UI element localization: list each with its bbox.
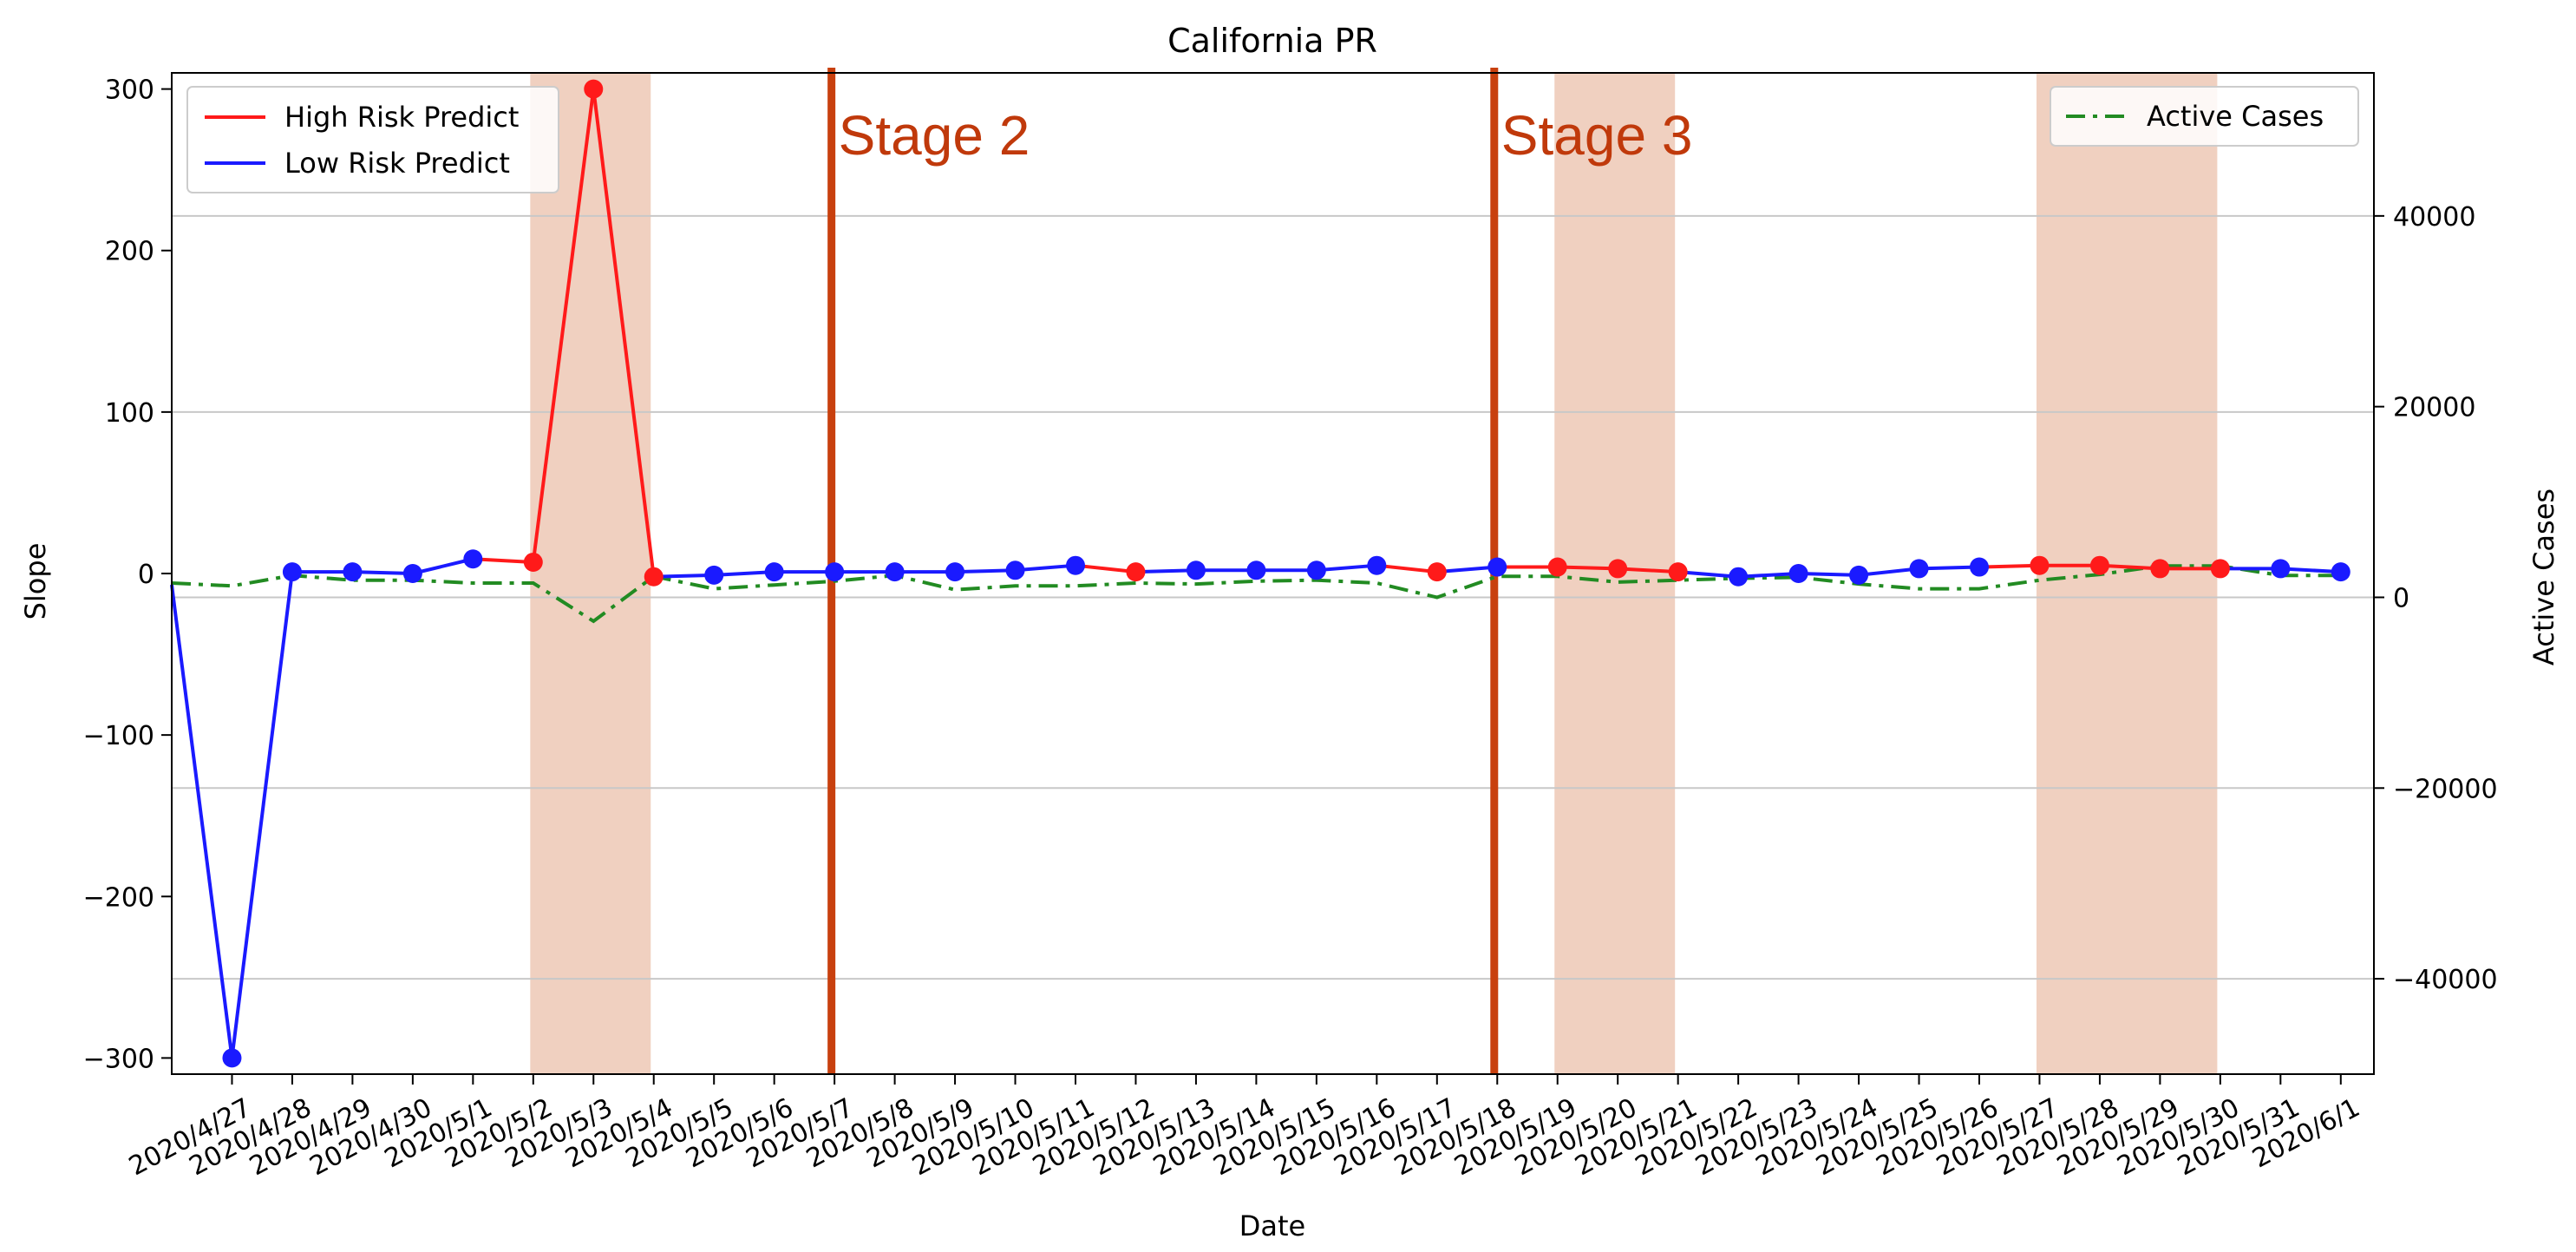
slope-segment [653, 573, 715, 579]
slope-segment [592, 88, 656, 577]
y-tick-label: −300 [83, 1044, 154, 1074]
slope-series [170, 79, 2350, 1068]
slope-point-2020/5/13 [1186, 560, 1206, 580]
slope-point-2020/5/12 [1126, 562, 1146, 582]
slope-segment [531, 88, 596, 563]
slope-point-2020/5/7 [825, 562, 845, 582]
slope-point-2020/5/8 [885, 562, 905, 582]
y-tick-label: −200 [83, 882, 154, 913]
slope-point-2020/5/14 [1246, 560, 1266, 580]
slope-point-2020/4/30 [402, 564, 422, 583]
slope-point-2020/5/29 [2150, 559, 2170, 579]
legend-label: High Risk Predict [284, 101, 519, 134]
slope-point-2020/5/27 [2030, 555, 2050, 575]
y2-tick-label: −20000 [2393, 774, 2498, 804]
slope-point-2020/5/9 [945, 562, 965, 582]
slope-point-2020/5/10 [1005, 560, 1025, 580]
slope-point-2020/6/1 [2331, 562, 2350, 582]
slope-point-2020/5/22 [1729, 567, 1749, 587]
x-axis-label: Date [1239, 1209, 1305, 1242]
slope-segment [714, 570, 775, 577]
y-tick-label: 300 [105, 75, 154, 106]
legends: High Risk Predict Low Risk Predict Active … [186, 86, 2359, 193]
y-axis-label: Slope [19, 543, 52, 620]
slope-segment [2280, 567, 2341, 574]
slope-segment [1135, 568, 1196, 574]
slope-segment [1075, 563, 1136, 574]
y2-tick-label: 20000 [2393, 393, 2475, 423]
slope-segment [2099, 563, 2161, 571]
slope-point-2020/5/2 [523, 552, 543, 572]
slope-segment [1618, 567, 1678, 574]
slope-point-2020/5/15 [1306, 560, 1326, 580]
slope-segment [1015, 563, 1076, 573]
slope-point-2020/5/3 [584, 79, 604, 99]
stage-label-3: Stage 3 [1501, 104, 1693, 167]
slope-segment [955, 568, 1016, 574]
slope-point-2020/5/16 [1367, 555, 1387, 575]
stage-label-2: Stage 2 [839, 104, 1030, 167]
slope-segment [352, 570, 413, 575]
legend-right-box [2050, 86, 2359, 147]
slope-point-2020/5/26 [1969, 557, 1989, 577]
slope-point-2020/5/4 [644, 567, 664, 587]
y-tick-label: 100 [105, 398, 154, 429]
legend-left-box [186, 86, 559, 193]
y2-tick-label: −40000 [2393, 965, 2498, 995]
slope-point-2020/5/19 [1547, 557, 1567, 577]
slope-segment [1677, 570, 1739, 579]
legend-label: Low Risk Predict [284, 147, 510, 180]
chart-title: California PR [1167, 22, 1377, 60]
y2-tick-label: 40000 [2393, 202, 2475, 233]
shaded-range-1 [530, 73, 651, 1074]
slope-point-2020/5/1 [463, 549, 483, 569]
stage-lines: Stage 2 Stage 3 [827, 68, 1693, 1074]
slope-segment [1376, 563, 1438, 574]
slope-point-2020/5/6 [764, 562, 784, 582]
slope-point-2020/5/30 [2210, 559, 2230, 579]
slope-point-2020/5/23 [1788, 564, 1808, 583]
slope-point-2020/4/27 [222, 1048, 242, 1068]
slope-point-2020/4/29 [343, 562, 363, 582]
active-cases-line [171, 564, 2341, 624]
slope-point-2020/5/20 [1608, 559, 1628, 579]
y2-axis-label: Active Cases [2527, 488, 2560, 665]
y-tick-label: −100 [83, 721, 154, 751]
slope-segment [1858, 567, 1919, 577]
slope-segment [1316, 563, 1377, 573]
slope-segment [1738, 572, 1799, 579]
slope-point-2020/5/21 [1668, 562, 1688, 582]
y-tick-label: 200 [105, 237, 154, 267]
gridlines [172, 214, 2374, 980]
shaded-range-3 [2036, 73, 2218, 1074]
slope-point-2020/5/11 [1065, 555, 1085, 575]
slope-segment [1557, 565, 1618, 571]
y2-tick-label: 0 [2393, 583, 2409, 613]
slope-point-2020/5/5 [704, 565, 724, 585]
active-cases-series [171, 564, 2341, 624]
slope-point-2020/4/28 [282, 562, 302, 582]
legend-label: Active Cases [2147, 100, 2324, 133]
slope-point-2020/5/28 [2089, 555, 2109, 575]
slope-point-2020/5/18 [1487, 557, 1507, 577]
slope-point-2020/5/31 [2271, 559, 2291, 579]
slope-segment [230, 571, 294, 1059]
slope-segment [1919, 565, 1980, 571]
slope-segment [1798, 572, 1860, 577]
slope-segment [1978, 563, 2040, 569]
slope-point-2020/5/24 [1849, 565, 1869, 585]
slope-segment [170, 584, 234, 1059]
slope-segment [473, 557, 533, 564]
slope-point-2020/5/25 [1909, 559, 1929, 579]
y-tick-label: 0 [138, 560, 154, 590]
slope-segment [1436, 565, 1498, 574]
slope-point-2020/5/17 [1427, 562, 1447, 582]
slope-segment [412, 557, 474, 575]
